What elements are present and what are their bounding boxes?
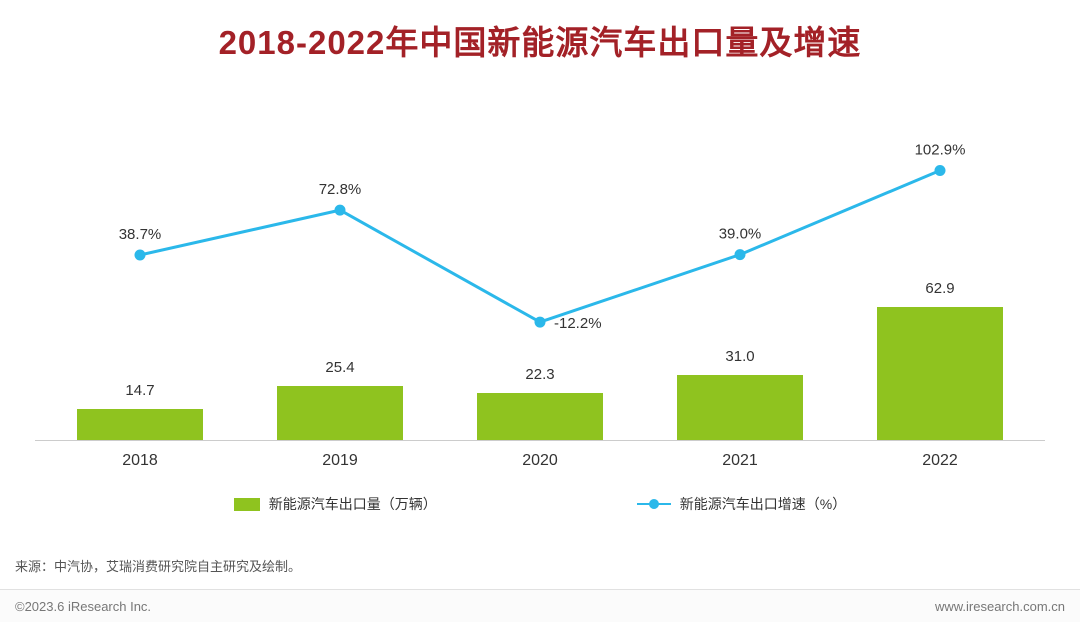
bar-value-label-2019: 25.4: [325, 359, 355, 376]
legend-item-growth-rate: 新能源汽车出口增速（%）: [636, 494, 847, 514]
source-note: 来源：中汽协，艾瑞消费研究院自主研究及绘制。: [15, 559, 302, 574]
x-axis-label-2020: 2020: [522, 452, 558, 469]
footer-url: www.iresearch.com.cn: [934, 598, 1065, 614]
footer-bar: ©2023.6 iResearch Inc. www.iresearch.com…: [0, 589, 1080, 622]
legend-bar-swatch-icon: [233, 497, 260, 511]
page-title: 2018-2022年中国新能源汽车出口量及增速: [218, 24, 862, 61]
bar-2020: [477, 393, 603, 440]
x-axis-label-2022: 2022: [922, 452, 958, 469]
x-axis-label-2019: 2019: [322, 452, 358, 469]
bar-value-label-2022: 62.9: [925, 280, 955, 297]
bar-2022: [877, 307, 1003, 440]
legend: 新能源汽车出口量（万辆） 新能源汽车出口增速（%）: [0, 494, 1080, 514]
x-axis-label-2021: 2021: [722, 452, 758, 469]
bar-value-label-2020: 22.3: [525, 366, 555, 383]
legend-line-dot: [648, 499, 659, 509]
bar-value-label-2018: 14.7: [125, 382, 155, 399]
bar-value-label-2021: 31.0: [725, 348, 755, 365]
legend-line-label: 新能源汽车出口增速（%）: [679, 496, 847, 512]
footer-copyright: ©2023.6 iResearch Inc.: [15, 598, 152, 614]
x-axis-label-2018: 2018: [122, 452, 158, 469]
bar-2019: [277, 386, 403, 440]
legend-item-export-volume: 新能源汽车出口量（万辆）: [233, 494, 437, 514]
bar-2018: [77, 409, 203, 440]
x-axis-line: [35, 440, 1045, 441]
legend-bar-label: 新能源汽车出口量（万辆）: [268, 496, 437, 512]
bar-2021: [677, 375, 803, 440]
legend-line-swatch-icon: [636, 498, 671, 510]
